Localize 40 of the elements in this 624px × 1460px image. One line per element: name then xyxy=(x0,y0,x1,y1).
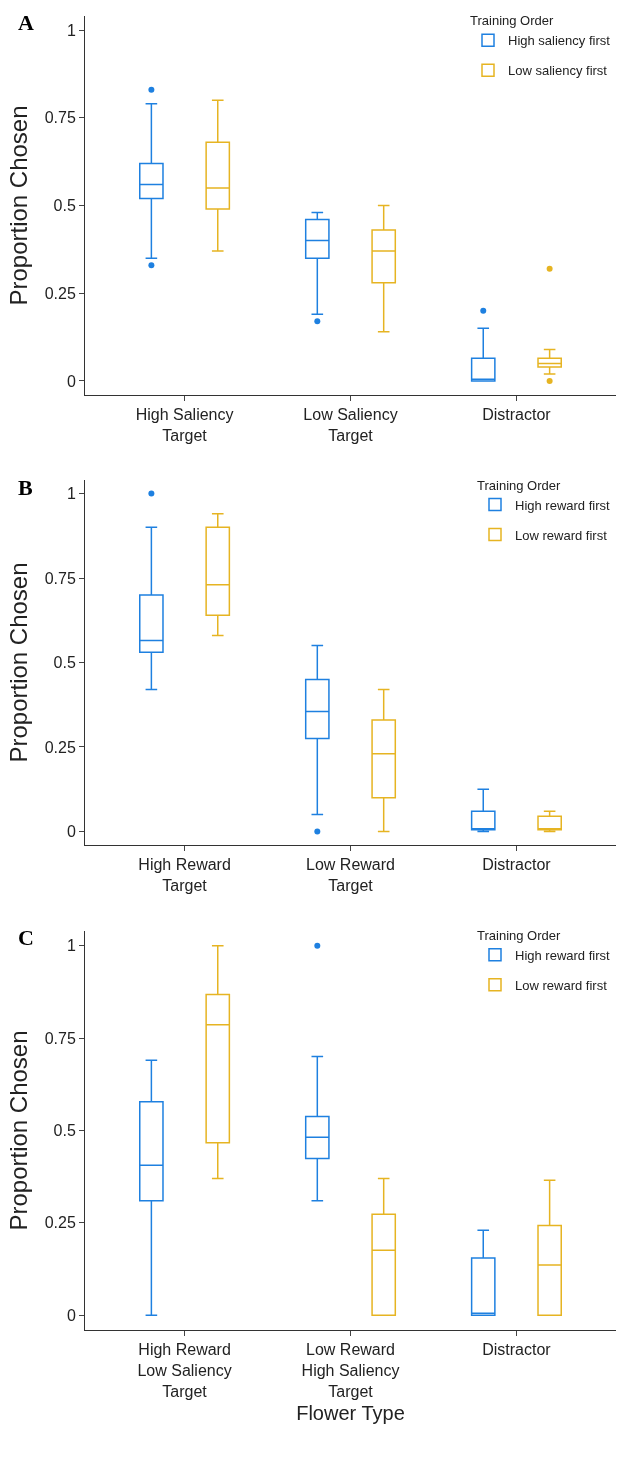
y-tick-label: 0.25 xyxy=(44,1214,76,1232)
text: B xyxy=(18,475,33,500)
x-tick-label: Low Saliency Target xyxy=(303,406,398,444)
x-tick-label: Low Reward Target xyxy=(306,856,395,894)
y-tick-label: 0 xyxy=(66,823,76,841)
x-tick-label: High Saliency Target xyxy=(135,406,234,444)
y-tick-label: 1 xyxy=(66,485,76,503)
y-tick-label: 0 xyxy=(66,372,76,390)
y-axis-title: Proportion Chosen xyxy=(5,1030,32,1231)
y-tick-label: 0.25 xyxy=(44,738,76,756)
y-tick-label: 1 xyxy=(66,937,76,955)
x-tick-label: Distractor xyxy=(482,406,552,424)
legend-label: Low reward first xyxy=(515,527,608,543)
y-tick-label: 0.5 xyxy=(53,197,76,215)
legend-label: Low reward first xyxy=(515,977,608,993)
y-tick-label: 0.5 xyxy=(53,654,76,672)
y-axis-title: Proportion Chosen xyxy=(5,105,32,306)
y-tick-label: 0.75 xyxy=(44,109,76,127)
legend-title: Training Order xyxy=(477,927,561,943)
x-tick-label: Low Reward High Saliency Target xyxy=(301,1341,400,1400)
legend-title: Training Order xyxy=(470,13,554,29)
x-tick-label: Distractor xyxy=(482,856,552,874)
y-tick-label: 0.25 xyxy=(44,284,76,302)
legend-label: High reward first xyxy=(515,947,611,963)
x-tick-label: High Reward Target xyxy=(138,856,231,894)
legend-label: High reward first xyxy=(515,497,611,513)
y-tick-label: 0.75 xyxy=(44,569,76,587)
x-tick-label: Distractor xyxy=(482,1341,552,1359)
y-tick-label: 0.75 xyxy=(44,1029,76,1047)
y-tick-label: 0 xyxy=(66,1306,76,1324)
y-tick-label: 0.5 xyxy=(53,1122,76,1140)
legend-label: Low saliency first xyxy=(508,63,608,79)
legend-title: Training Order xyxy=(477,477,561,493)
text: A xyxy=(18,10,34,35)
x-tick-label: High Reward Low Saliency Target xyxy=(137,1341,232,1400)
text: C xyxy=(18,925,34,950)
legend-label: High saliency first xyxy=(508,33,611,49)
y-tick-label: 1 xyxy=(66,21,76,39)
x-axis-title: Flower Type xyxy=(296,1401,405,1424)
y-axis-title: Proportion Chosen xyxy=(5,562,32,763)
